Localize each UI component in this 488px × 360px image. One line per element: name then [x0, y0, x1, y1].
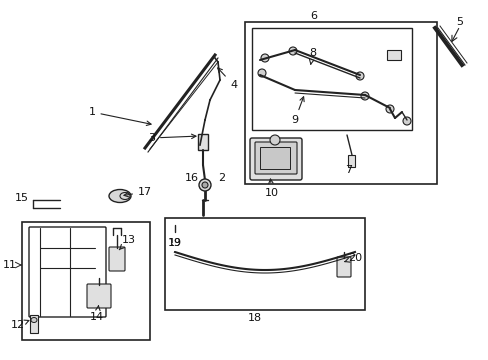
FancyBboxPatch shape: [336, 257, 350, 277]
Text: 12: 12: [11, 320, 29, 330]
Bar: [22, 222, 150, 340]
Circle shape: [199, 179, 210, 191]
Bar: [260, 147, 289, 169]
Bar: [244, 22, 436, 184]
Bar: [164, 218, 364, 310]
Text: 2: 2: [218, 173, 225, 183]
Ellipse shape: [31, 318, 37, 323]
Circle shape: [258, 69, 265, 77]
Text: 13: 13: [119, 235, 136, 250]
Text: 19: 19: [167, 238, 182, 248]
Circle shape: [261, 54, 268, 62]
Bar: [198, 134, 207, 150]
Text: 20: 20: [344, 253, 362, 263]
Circle shape: [402, 117, 410, 125]
Text: 3: 3: [148, 133, 196, 143]
Text: 19: 19: [169, 243, 182, 253]
Text: 9: 9: [291, 97, 304, 125]
Circle shape: [288, 47, 296, 55]
Text: 5: 5: [456, 17, 463, 27]
Text: 15: 15: [15, 193, 29, 203]
Circle shape: [355, 72, 363, 80]
Text: 1: 1: [88, 107, 151, 126]
FancyBboxPatch shape: [109, 247, 125, 271]
Bar: [251, 28, 411, 130]
FancyBboxPatch shape: [87, 284, 111, 308]
Text: 6: 6: [310, 11, 317, 21]
Text: 16: 16: [184, 173, 199, 183]
Text: 18: 18: [247, 313, 262, 323]
Text: 7: 7: [345, 165, 352, 175]
Bar: [386, 50, 400, 60]
Bar: [347, 155, 354, 167]
FancyBboxPatch shape: [249, 138, 302, 180]
Circle shape: [360, 92, 368, 100]
Circle shape: [202, 182, 207, 188]
Text: 4: 4: [217, 68, 237, 90]
Text: 11: 11: [3, 260, 17, 270]
Text: 14: 14: [90, 306, 104, 322]
Text: 19: 19: [168, 238, 181, 248]
Bar: [30, 315, 38, 333]
Circle shape: [385, 105, 393, 113]
Ellipse shape: [109, 189, 131, 202]
Text: 17: 17: [124, 187, 152, 197]
Text: 8: 8: [309, 48, 316, 64]
Circle shape: [269, 135, 280, 145]
Text: 10: 10: [264, 179, 279, 198]
FancyBboxPatch shape: [254, 142, 296, 174]
